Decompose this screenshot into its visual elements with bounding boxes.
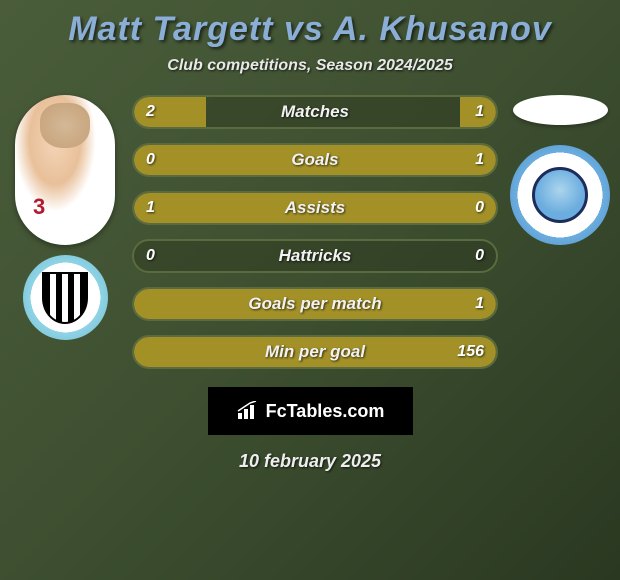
stat-row-goals-per-match: Goals per match 1 bbox=[132, 287, 498, 321]
right-player-column bbox=[510, 95, 610, 245]
branding-banner: FcTables.com bbox=[208, 387, 413, 435]
stat-value-right: 0 bbox=[475, 247, 484, 265]
club-badge-newcastle bbox=[23, 255, 108, 340]
club-badge-mancity bbox=[510, 145, 610, 245]
player-photo-left bbox=[15, 95, 115, 245]
footer-date: 10 february 2025 bbox=[0, 451, 620, 472]
branding-text: FcTables.com bbox=[266, 401, 385, 422]
stat-value-right: 1 bbox=[475, 103, 484, 121]
stat-label: Hattricks bbox=[134, 246, 496, 266]
stat-row-goals: 0 Goals 1 bbox=[132, 143, 498, 177]
stat-value-right: 156 bbox=[457, 343, 484, 361]
stat-value-right: 0 bbox=[475, 199, 484, 217]
stats-column: 2 Matches 1 0 Goals 1 1 Assists 0 bbox=[132, 95, 498, 369]
stat-value-right: 1 bbox=[475, 295, 484, 313]
stat-row-matches: 2 Matches 1 bbox=[132, 95, 498, 129]
stat-label: Matches bbox=[134, 102, 496, 122]
page-title: Matt Targett vs A. Khusanov bbox=[0, 10, 620, 49]
stat-label: Assists bbox=[134, 198, 496, 218]
left-player-column bbox=[10, 95, 120, 340]
stat-label: Goals per match bbox=[134, 294, 496, 314]
subtitle: Club competitions, Season 2024/2025 bbox=[0, 57, 620, 75]
player-photo-right-placeholder bbox=[513, 95, 608, 125]
stat-row-assists: 1 Assists 0 bbox=[132, 191, 498, 225]
stat-label: Min per goal bbox=[134, 342, 496, 362]
stat-row-min-per-goal: Min per goal 156 bbox=[132, 335, 498, 369]
stat-row-hattricks: 0 Hattricks 0 bbox=[132, 239, 498, 273]
chart-icon bbox=[236, 401, 260, 421]
comparison-row: 2 Matches 1 0 Goals 1 1 Assists 0 bbox=[0, 95, 620, 369]
stat-value-right: 1 bbox=[475, 151, 484, 169]
stat-label: Goals bbox=[134, 150, 496, 170]
